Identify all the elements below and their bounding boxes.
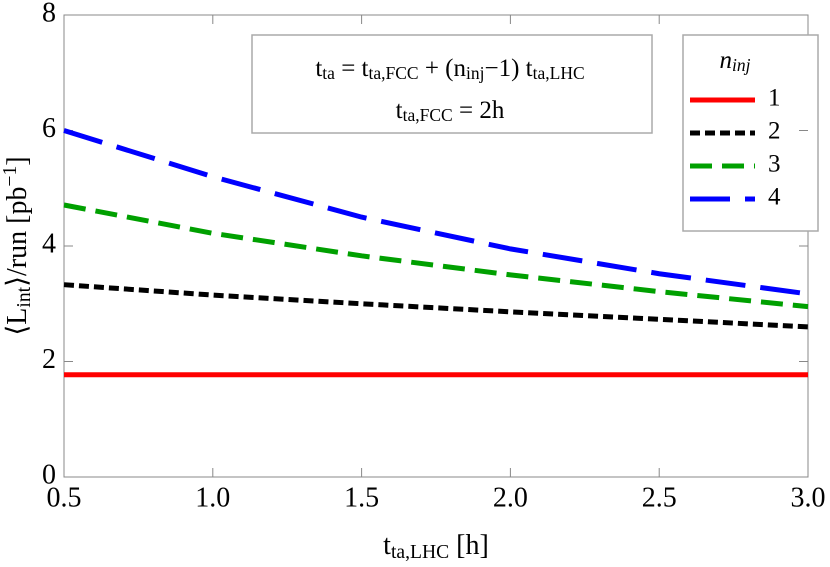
y-axis-label-part: int xyxy=(14,286,35,307)
line xyxy=(63,282,809,330)
annotation-part: + (n xyxy=(419,55,467,82)
annotation-part: ta,FCC xyxy=(368,63,418,83)
legend-title-part: inj xyxy=(732,55,751,75)
annotation-part: = 2h xyxy=(453,97,505,124)
legend-title-part: n xyxy=(720,47,733,74)
x-tick-label: 2.0 xyxy=(493,482,528,513)
y-axis-label: ⟨Lint⟩/run [pb−1] xyxy=(0,156,35,335)
legend-label: 1 xyxy=(768,85,781,112)
y-tick-label: 0 xyxy=(42,459,56,490)
x-tick-label: 0.5 xyxy=(47,482,82,513)
y-axis-label-part: ⟩/run [pb xyxy=(2,187,33,287)
annotation: tta = tta,FCC + (ninj−1) tta,LHC xyxy=(315,55,584,83)
x-tick-label: 2.5 xyxy=(642,482,677,513)
y-tick-label: 2 xyxy=(42,344,56,375)
x-axis-label-part: ta,LHC xyxy=(391,542,449,563)
legend-title: ninj xyxy=(720,47,751,75)
annotation-part: t xyxy=(396,97,403,124)
legend-label: 3 xyxy=(768,151,781,178)
x-tick-label: 1.5 xyxy=(344,482,379,513)
x-axis-label-part: t xyxy=(383,530,391,561)
annotation-box xyxy=(251,34,653,134)
annotation-part: inj xyxy=(466,63,484,83)
annotation-part: = t xyxy=(335,55,369,82)
y-tick-label: 4 xyxy=(42,228,56,259)
y-tick-label: 8 xyxy=(42,0,56,28)
annotation-part: ta xyxy=(322,63,335,83)
line xyxy=(63,202,809,310)
line xyxy=(63,128,809,297)
annotation-part: ta,FCC xyxy=(403,105,453,125)
y-axis-label-part: ] xyxy=(2,156,33,165)
annotation: tta,FCC = 2h xyxy=(396,97,505,125)
x-tick-label: 1.0 xyxy=(195,482,230,513)
legend-label: 2 xyxy=(768,118,781,145)
annotation-part: −1) t xyxy=(485,55,533,82)
x-axis-label-part: [h] xyxy=(449,530,489,561)
y-axis-label-part: ⟨L xyxy=(2,308,33,336)
legend-label: 4 xyxy=(768,184,781,211)
x-axis-label: tta,LHC [h] xyxy=(383,530,489,562)
x-tick-label: 3.0 xyxy=(791,482,826,513)
annotation-part: ta,LHC xyxy=(533,63,585,83)
annotation-part: t xyxy=(315,55,322,82)
y-tick-label: 6 xyxy=(42,113,56,144)
y-axis-label-part: −1 xyxy=(0,166,21,187)
